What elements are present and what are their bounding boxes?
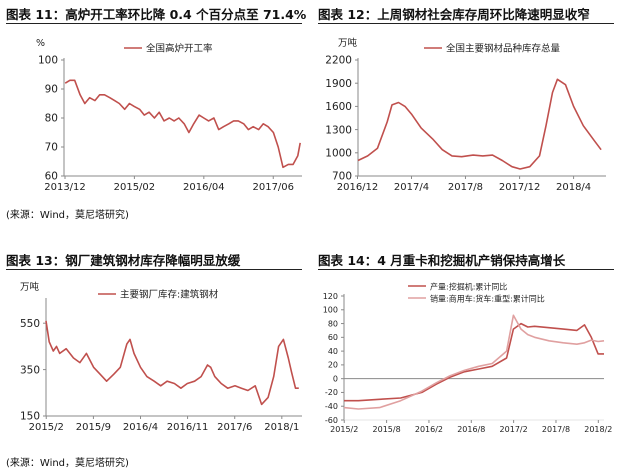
figure-14-title-rule (318, 269, 614, 270)
x-tick-label: 2017/8 (542, 425, 570, 434)
legend-label-0: 主要钢厂库存:建筑钢材 (120, 289, 219, 301)
y-tick-label: 1300 (325, 124, 352, 136)
y-tick-label: 350 (20, 364, 40, 376)
series-line-1 (343, 314, 605, 410)
legend-label-1: 销量:商用车:货车:重型:累计同比 (430, 294, 545, 304)
x-tick-label: 2018/4 (556, 182, 591, 193)
y-tick-label: 90 (45, 84, 58, 96)
x-tick-label: 2016/2 (415, 425, 443, 434)
x-tick-label: 2018/1 (264, 422, 299, 433)
series-line-0 (357, 78, 602, 170)
x-tick-label: 2015/8 (373, 425, 401, 434)
y-tick-label: 1600 (325, 101, 352, 113)
series-line-0 (344, 322, 604, 402)
x-tick-label: 2013/12 (44, 182, 86, 193)
y-tick-label: 2200 (325, 55, 352, 67)
legend-label-0: 全国主要钢材品种库存总量 (446, 43, 561, 55)
chart-blast-furnace-utilization: % 60 70 80 90 100 2013/12 2015/02 2016/04 2017/06… (36, 38, 302, 193)
series-line-0 (45, 320, 299, 406)
chart-mill-construction-steel-inventory: 万吨 150 350 550 2015/2 2015/9 2016/4 2016/11 2017… (20, 281, 302, 433)
y-tick-label: 1000 (325, 147, 352, 159)
x-tick-label: 2017/06 (252, 182, 294, 193)
y-tick-label: 1900 (325, 78, 352, 90)
chart-steel-social-inventory: 万吨 700 1000 1300 1600 1900 2200 2016/12 2017/4 20… (325, 37, 606, 193)
y-tick-label: 80 (328, 319, 338, 328)
x-tick-label: 2017/2 (500, 425, 528, 434)
x-tick-label: 2016/04 (183, 182, 225, 193)
y-axis-unit-label: 万吨 (20, 281, 40, 293)
y-tick-label: 60 (45, 171, 58, 183)
y-tick-label: -60 (325, 416, 338, 425)
figure-11-title-rule (6, 23, 302, 24)
chart-heavy-truck-excavator-yoy: -60 -40 -20 0 20 40 60 80 100 120 2015/2 2015/8 2016… (323, 282, 613, 435)
y-tick-label: 80 (45, 113, 58, 125)
x-tick-label: 2018/2 (584, 425, 612, 434)
x-tick-label: 2015/2 (330, 425, 358, 434)
x-tick-label: 2016/4 (123, 422, 158, 433)
figure-12-title-rule (318, 23, 614, 24)
y-tick-label: 70 (45, 142, 58, 154)
series-line-0 (64, 79, 301, 169)
x-tick-label: 2015/9 (76, 422, 111, 433)
x-tick-label: 2017/4 (394, 182, 429, 193)
x-tick-label: 2017/6 (217, 422, 252, 433)
source-note-top: (来源：Wind，莫尼塔研究) (6, 210, 129, 221)
y-tick-label: 60 (328, 333, 338, 342)
y-tick-label: -40 (325, 402, 338, 411)
x-tick-label: 2016/11 (167, 422, 209, 433)
y-tick-label: 100 (323, 306, 338, 315)
x-tick-label: 2017/8 (448, 182, 483, 193)
y-axis-unit-label: 万吨 (338, 37, 358, 49)
y-tick-label: 550 (20, 318, 40, 330)
figure-14-title: 图表 14：4 月重卡和挖掘机产销保持高增长 (318, 253, 566, 268)
figure-13-title: 图表 13：钢厂建筑钢材库存降幅明显放缓 (6, 253, 241, 268)
y-tick-label: 20 (328, 361, 338, 370)
figure-12-title: 图表 12：上周钢材社会库存周环比降速明显收窄 (318, 7, 590, 22)
y-axis-unit-label: % (36, 38, 45, 49)
y-tick-label: -20 (325, 388, 338, 397)
x-tick-label: 2017/12 (499, 182, 541, 193)
legend-label-0: 全国高炉开工率 (146, 43, 213, 55)
y-tick-label: 150 (20, 411, 40, 423)
figure-11-title: 图表 11：高炉开工率环比降 0.4 个百分点至 71.4% (6, 7, 307, 22)
x-tick-label: 2016/8 (457, 425, 485, 434)
source-note-bottom: (来源：Wind，莫尼塔研究) (6, 458, 129, 469)
legend-label-0: 产量:挖掘机:累计同比 (430, 282, 507, 292)
figure-13-title-rule (6, 269, 302, 270)
x-tick-label: 2015/2 (29, 422, 64, 433)
y-tick-label: 100 (38, 55, 58, 67)
y-tick-label: 40 (328, 347, 338, 356)
x-tick-label: 2016/12 (337, 182, 379, 193)
y-tick-label: 0 (333, 374, 338, 383)
y-tick-label: 700 (332, 171, 352, 183)
y-tick-label: 120 (323, 292, 338, 301)
x-tick-label: 2015/02 (114, 182, 156, 193)
